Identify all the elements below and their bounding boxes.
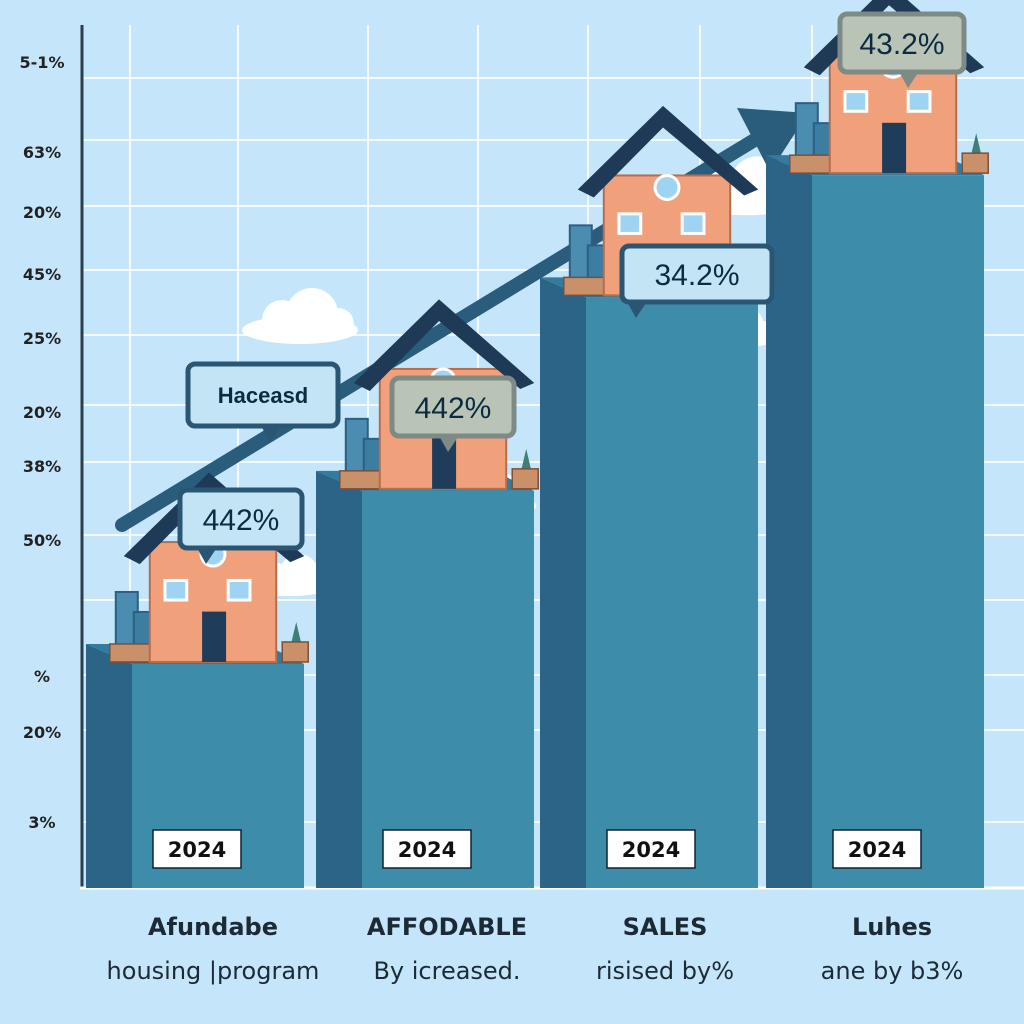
category-label-title: Luhes — [852, 913, 932, 941]
y-tick-label: % — [34, 667, 50, 686]
window — [617, 212, 643, 235]
cloud — [242, 288, 358, 344]
category-label-subtitle: By icreased. — [373, 957, 520, 985]
callout: 442% — [389, 375, 517, 452]
category-tag: 2024 — [382, 829, 472, 869]
callout: 442% — [177, 487, 305, 564]
fence — [109, 643, 155, 663]
bar-group: 2024 — [540, 105, 763, 888]
callout-tail — [260, 424, 282, 442]
category-tag: 2024 — [606, 829, 696, 869]
y-tick-label: 63% — [23, 143, 61, 162]
category-tag-box — [152, 829, 242, 869]
bar-side — [540, 277, 586, 888]
crate — [281, 641, 309, 663]
bar-side — [766, 155, 812, 889]
callout-box — [619, 243, 775, 305]
category-tag: 2024 — [152, 829, 242, 869]
category-tag-box — [832, 829, 922, 869]
trend-arrow-head — [737, 108, 808, 172]
crate — [511, 468, 539, 490]
round-window — [653, 173, 681, 201]
window — [680, 212, 706, 235]
callout-tail — [196, 546, 218, 564]
callout-label: 442% — [203, 504, 280, 537]
callout-tail — [438, 434, 460, 452]
category-tag: 2024 — [832, 829, 922, 869]
callouts: 442% 442% 34.2% 43.2% Haceasd — [177, 11, 967, 564]
category-label-subtitle: risised by% — [596, 957, 734, 985]
door — [432, 438, 457, 489]
fence — [563, 276, 609, 297]
category-label-title: AFFODABLE — [367, 913, 527, 941]
y-axis-ticks: 5-1% 63% 20% 45% 25% 20% 38% 50%% 20% 3% — [20, 53, 65, 832]
bars: 2024 2024 2024 2024 — [86, 0, 989, 889]
bar-group: 2024 — [86, 472, 309, 888]
fence — [339, 470, 385, 490]
callout-label: 43.2% — [859, 28, 944, 61]
callout-label: 442% — [415, 392, 492, 425]
callout: 34.2% — [619, 243, 775, 318]
fence — [789, 154, 835, 174]
y-tick-label: 3% — [28, 813, 55, 832]
category-label-subtitle: housing |program — [107, 957, 320, 985]
roof — [353, 299, 535, 391]
category-label-title: Afundabe — [148, 913, 278, 941]
category-tag-label: 2024 — [168, 838, 226, 862]
callout-label: 34.2% — [654, 259, 739, 292]
y-tick-label: 5-1% — [20, 53, 65, 72]
bar-side — [86, 643, 132, 888]
category-tag-label: 2024 — [848, 838, 906, 862]
callout-label: Haceasd — [218, 383, 309, 408]
callout-tail — [626, 300, 648, 318]
window — [163, 578, 189, 602]
door — [882, 122, 907, 174]
y-tick-label: 45% — [23, 265, 61, 284]
bar-group: 2024 — [316, 299, 539, 888]
category-label-subtitle: ane by b3% — [821, 957, 964, 985]
bar — [586, 297, 758, 888]
window — [843, 90, 869, 113]
bar-group: 2024 — [766, 0, 989, 889]
bar-side — [316, 470, 362, 888]
roof — [577, 105, 759, 198]
y-tick-label: 20% — [23, 203, 61, 222]
window — [226, 578, 252, 602]
bar — [362, 490, 534, 888]
door — [202, 611, 227, 662]
category-tag-box — [382, 829, 472, 869]
y-tick-label: 25% — [23, 329, 61, 348]
category-labels: Afundabe housing |program AFFODABLE By icre… — [107, 913, 964, 985]
y-tick-label: 50% — [23, 531, 61, 550]
category-tag-label: 2024 — [622, 838, 680, 862]
y-tick-label: 20% — [23, 403, 61, 422]
y-tick-label: 20% — [23, 723, 61, 742]
window — [906, 90, 932, 113]
cloud-part — [322, 308, 354, 340]
y-tick-label: 38% — [23, 457, 61, 476]
callout: 43.2% — [837, 11, 967, 88]
bar — [812, 175, 984, 889]
category-label-title: SALES — [623, 913, 708, 941]
callout-tail — [898, 70, 920, 88]
crate — [961, 152, 989, 174]
category-tag-box — [606, 829, 696, 869]
category-tag-label: 2024 — [398, 838, 456, 862]
callout-box — [177, 487, 305, 551]
callout: Haceasd — [185, 361, 341, 442]
